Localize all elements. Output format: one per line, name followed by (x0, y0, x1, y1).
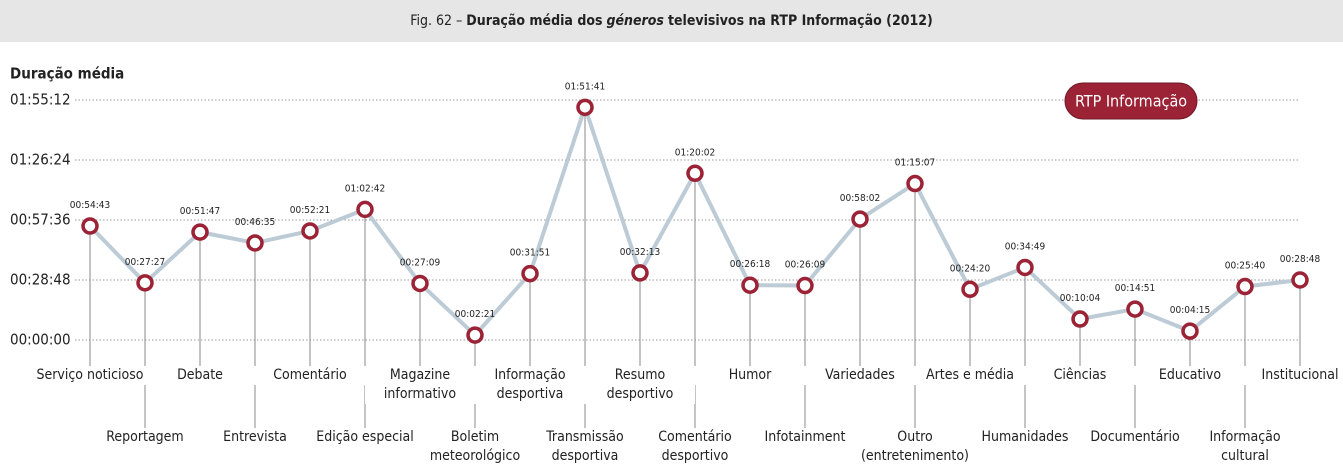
y-tick-label: 01:55:12 (10, 91, 71, 109)
value-label: 00:04:15 (1170, 305, 1210, 316)
marker (411, 274, 429, 293)
marker (631, 264, 649, 282)
x-tick-label: Artes e média (915, 366, 1025, 385)
x-tick-label: Boletim meteorológico (420, 428, 530, 466)
value-label: 00:32:13 (620, 247, 660, 258)
x-tick-label: Variedades (805, 366, 915, 385)
value-label: 00:25:40 (1225, 261, 1266, 272)
value-label: 00:14:51 (1115, 283, 1155, 294)
value-label: 00:26:18 (730, 259, 771, 270)
x-tick-label: Reportagem (90, 428, 200, 447)
value-label: 00:28:48 (1280, 254, 1321, 265)
value-label: 00:10:04 (1060, 293, 1101, 304)
marker (356, 200, 374, 219)
value-label: 00:58:02 (840, 193, 880, 204)
value-label: 00:51:47 (180, 206, 220, 217)
x-tick-label: Comentário desportivo (640, 428, 750, 466)
x-tick-label: Magazine informativo (365, 366, 475, 404)
header: Fig. 62 – Duração média dos géneros tele… (0, 0, 1343, 42)
marker (1126, 300, 1144, 318)
marker (1236, 277, 1254, 296)
marker (1291, 271, 1309, 289)
marker (851, 210, 869, 228)
y-tick-label: 01:26:24 (10, 151, 71, 169)
y-tick-label: 00:57:36 (10, 211, 71, 229)
x-tick-label: Entrevista (200, 428, 310, 447)
y-tick-label: 00:28:48 (10, 271, 71, 289)
marker (81, 217, 99, 235)
marker (796, 276, 814, 295)
x-tick-label: Educativo (1135, 366, 1245, 385)
chart-title: Duração média dos (466, 13, 603, 29)
value-label: 01:15:07 (895, 158, 935, 169)
figure-label: Fig. 62 – (410, 13, 463, 29)
marker (686, 164, 704, 183)
marker (301, 222, 319, 240)
x-tick-label: Comentário (255, 366, 365, 385)
x-tick-label: Outro (entretenimento) (860, 428, 970, 466)
marker (906, 174, 924, 193)
marker (521, 264, 539, 283)
value-label: 00:26:09 (785, 260, 826, 271)
y-axis-label: Duração média (10, 65, 124, 83)
value-label: 00:52:21 (290, 205, 330, 216)
value-label: 00:27:09 (400, 257, 441, 268)
value-label: 00:34:49 (1005, 241, 1046, 252)
marker (1181, 322, 1199, 340)
x-tick-label: Serviço noticioso (35, 366, 145, 385)
value-label: 01:02:42 (345, 183, 385, 194)
legend-label: RTP Informação (1075, 92, 1187, 111)
marker (246, 234, 264, 252)
marker (466, 326, 484, 344)
x-tick-label: Informação cultural (1190, 428, 1300, 466)
chart-title: géneros (606, 13, 664, 29)
marker (1071, 310, 1089, 328)
marker (576, 98, 594, 117)
x-tick-label: Institucional (1245, 366, 1343, 385)
marker (136, 274, 154, 292)
value-label: 00:27:27 (125, 257, 165, 268)
value-label: 00:02:21 (455, 309, 495, 320)
marker (1016, 258, 1034, 277)
value-label: 00:31:51 (510, 248, 550, 259)
value-label: 01:20:02 (675, 147, 715, 158)
marker (741, 276, 759, 294)
x-tick-label: Ciências (1025, 366, 1135, 385)
value-label: 00:46:35 (235, 217, 275, 228)
x-tick-label: Documentário (1080, 428, 1190, 447)
legend-badge (1064, 82, 1198, 120)
x-tick-label: Transmissão desportiva (530, 428, 640, 466)
x-tick-label: Humor (695, 366, 805, 385)
x-tick-label: Infotainment (750, 428, 860, 447)
x-tick-label: Resumo desportivo (585, 366, 695, 404)
x-tick-label: Debate (145, 366, 255, 385)
marker (961, 280, 979, 299)
x-tick-label: Informação desportiva (475, 366, 585, 404)
value-label: 01:51:41 (565, 81, 605, 92)
y-tick-label: 00:00:00 (10, 331, 71, 349)
x-tick-label: Edição especial (310, 428, 420, 447)
chart-title: televisivos na RTP Informação (2012) (667, 13, 933, 29)
value-label: 00:54:43 (70, 200, 110, 211)
value-label: 00:24:20 (950, 263, 991, 274)
marker (191, 223, 209, 241)
x-tick-label: Humanidades (970, 428, 1080, 447)
